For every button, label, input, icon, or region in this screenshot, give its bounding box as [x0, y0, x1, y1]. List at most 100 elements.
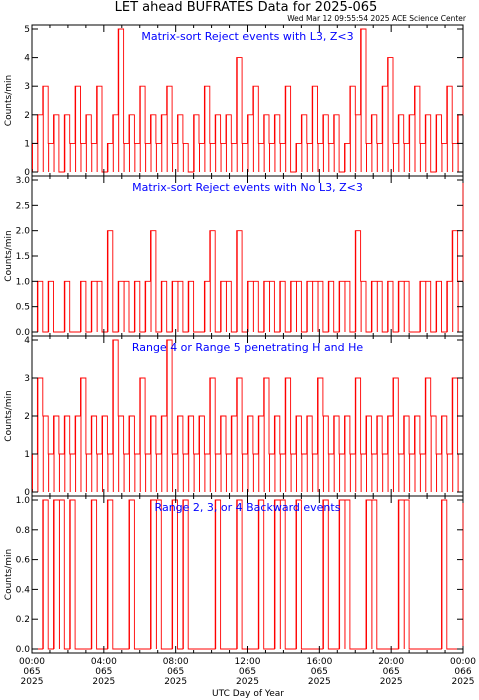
- data-spike: [387, 416, 389, 492]
- data-spike: [344, 500, 346, 649]
- y-tick-label: 3.0: [16, 176, 31, 186]
- data-spike: [69, 500, 71, 649]
- x-tick-label-time: 08:00: [163, 657, 189, 667]
- data-spike: [220, 143, 222, 172]
- data-spike: [452, 378, 454, 492]
- data-spike: [155, 500, 157, 649]
- data-spike: [403, 143, 405, 172]
- y-tick-label: 0: [24, 168, 30, 178]
- data-spike: [360, 454, 362, 492]
- data-spike: [85, 454, 87, 492]
- data-spike: [209, 378, 211, 492]
- y-tick-label: 0.5: [16, 303, 30, 313]
- data-spike: [322, 500, 324, 649]
- data-spike: [366, 143, 367, 172]
- data-spike: [419, 143, 421, 172]
- y-tick-label: 4: [24, 54, 30, 64]
- data-spike: [166, 340, 168, 492]
- data-spike: [441, 143, 443, 172]
- data-spike: [236, 57, 238, 172]
- data-spike: [118, 416, 120, 492]
- data-spike: [247, 416, 249, 492]
- y-tick-label: 4: [24, 336, 30, 346]
- data-spike: [53, 114, 55, 172]
- data-spike: [279, 143, 281, 172]
- data-spike: [225, 281, 227, 332]
- timestamp-label: Wed Mar 12 09:55:54 2025 ACE Science Cen…: [287, 14, 467, 23]
- data-spike: [209, 230, 211, 332]
- data-spike: [107, 143, 109, 172]
- data-spike: [32, 143, 33, 172]
- data-spike: [252, 454, 254, 492]
- data-spike: [182, 454, 184, 492]
- data-spike: [215, 114, 217, 172]
- data-spike: [188, 416, 190, 492]
- data-spike: [430, 416, 432, 492]
- y-tick-label: 1.0: [16, 496, 31, 506]
- data-spike: [295, 500, 297, 649]
- x-tick-label-doy: 065: [95, 667, 112, 677]
- x-tick-label-year: 2025: [308, 677, 331, 687]
- data-spike: [344, 143, 346, 172]
- data-spike: [150, 114, 152, 172]
- data-spike: [360, 281, 362, 332]
- y-axis-label: Counts/min: [4, 230, 14, 281]
- data-spike: [193, 114, 195, 172]
- x-tick-label-year: 2025: [452, 677, 475, 687]
- data-spike: [155, 454, 157, 492]
- data-spike: [371, 454, 373, 492]
- data-spike: [269, 281, 271, 332]
- data-spike: [118, 29, 120, 172]
- data-spike: [64, 114, 66, 172]
- data-spike: [392, 143, 394, 172]
- data-spike: [398, 281, 400, 332]
- y-tick-label: 1.5: [16, 252, 30, 262]
- data-spike: [215, 500, 217, 649]
- data-spike: [188, 281, 190, 332]
- data-spike: [123, 143, 125, 172]
- y-tick-label: 0.8: [16, 526, 31, 536]
- data-spike: [279, 281, 281, 332]
- data-spike: [150, 500, 152, 649]
- data-spike: [48, 143, 50, 172]
- panel-title: Matrix-sort Reject events with No L3, Z<…: [132, 181, 363, 194]
- y-tick-label: 3: [24, 82, 30, 92]
- data-spike: [366, 500, 367, 649]
- data-spike: [37, 378, 39, 492]
- data-spike: [53, 416, 55, 492]
- data-spike: [322, 114, 324, 172]
- data-spike: [215, 454, 217, 492]
- data-spike: [53, 500, 55, 649]
- data-spike: [199, 416, 200, 492]
- y-tick-label: 1: [24, 450, 30, 460]
- data-spike: [123, 281, 125, 332]
- chart-title: LET ahead BUFRATES Data for 2025-065: [115, 0, 378, 15]
- data-spike: [446, 281, 448, 332]
- data-spike: [58, 500, 60, 649]
- x-tick-label-doy: 065: [239, 667, 256, 677]
- data-spike: [328, 143, 330, 172]
- data-spike: [91, 143, 93, 172]
- data-spike: [161, 416, 163, 492]
- x-tick-label-time: 16:00: [306, 657, 332, 667]
- data-spike: [236, 500, 238, 649]
- data-spike: [118, 281, 120, 332]
- data-spike: [295, 143, 297, 172]
- data-spike: [328, 454, 330, 492]
- data-spike: [295, 281, 297, 332]
- data-spike: [355, 114, 357, 172]
- data-spike: [145, 143, 147, 172]
- data-spike: [366, 416, 367, 492]
- data-spike: [112, 114, 114, 172]
- data-spike: [376, 281, 378, 332]
- data-spike: [339, 500, 341, 649]
- data-spike: [58, 454, 60, 492]
- data-spike: [247, 114, 249, 172]
- y-tick-label: 0.6: [16, 556, 31, 566]
- data-spike: [446, 454, 448, 492]
- data-spike: [145, 281, 147, 332]
- data-spike: [425, 114, 427, 172]
- data-spike: [204, 281, 206, 332]
- data-spike: [269, 454, 271, 492]
